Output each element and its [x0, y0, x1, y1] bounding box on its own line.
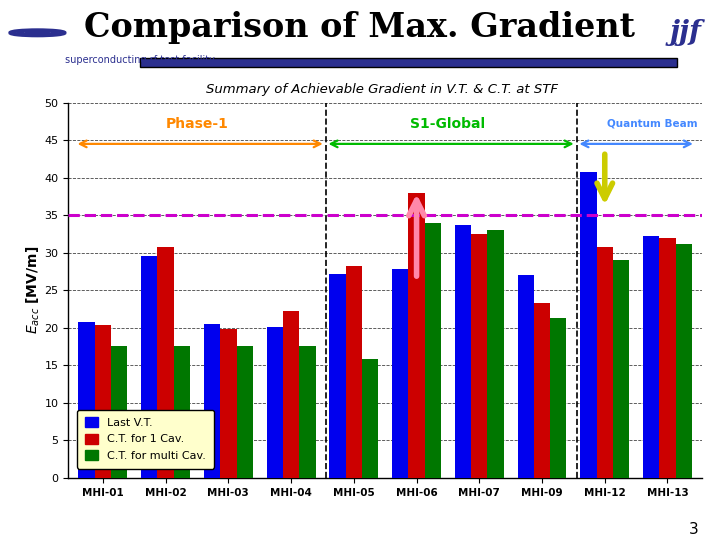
Bar: [95, 325, 111, 478]
Bar: [643, 236, 660, 478]
Text: S1-Global: S1-Global: [410, 117, 485, 131]
Bar: [204, 324, 220, 478]
Bar: [283, 311, 300, 478]
Bar: [408, 193, 425, 478]
FancyBboxPatch shape: [140, 58, 677, 67]
Legend: Last V.T., C.T. for 1 Cav., C.T. for multi Cav.: Last V.T., C.T. for 1 Cav., C.T. for mul…: [77, 410, 214, 469]
Text: Quantum Beam: Quantum Beam: [606, 119, 697, 129]
Bar: [329, 274, 346, 478]
Bar: [455, 225, 471, 478]
Bar: [425, 222, 441, 478]
Bar: [580, 172, 597, 478]
Text: Comparison of Max. Gradient: Comparison of Max. Gradient: [84, 11, 636, 44]
Bar: [660, 239, 675, 478]
Bar: [471, 234, 487, 478]
Text: 3: 3: [688, 522, 698, 537]
Bar: [78, 322, 95, 478]
Bar: [158, 247, 174, 478]
Bar: [237, 346, 253, 478]
Bar: [487, 230, 504, 478]
Bar: [220, 329, 237, 478]
Bar: [141, 256, 158, 478]
Bar: [550, 318, 567, 478]
Bar: [518, 275, 534, 478]
Text: jjf: jjf: [670, 19, 702, 46]
Bar: [174, 346, 190, 478]
Bar: [266, 327, 283, 478]
Bar: [534, 303, 550, 478]
Text: Phase-1: Phase-1: [166, 117, 228, 131]
Text: superconducting rf test facility: superconducting rf test facility: [66, 55, 215, 65]
Y-axis label: $E_{acc}$ [MV/m]: $E_{acc}$ [MV/m]: [24, 246, 42, 334]
Bar: [597, 247, 613, 478]
Bar: [675, 244, 692, 478]
Bar: [300, 346, 315, 478]
Text: Summary of Achievable Gradient in V.T. & C.T. at STF: Summary of Achievable Gradient in V.T. &…: [206, 83, 557, 96]
Bar: [111, 346, 127, 478]
Bar: [392, 269, 408, 478]
Bar: [613, 260, 629, 478]
Bar: [346, 266, 362, 478]
Bar: [362, 359, 378, 478]
